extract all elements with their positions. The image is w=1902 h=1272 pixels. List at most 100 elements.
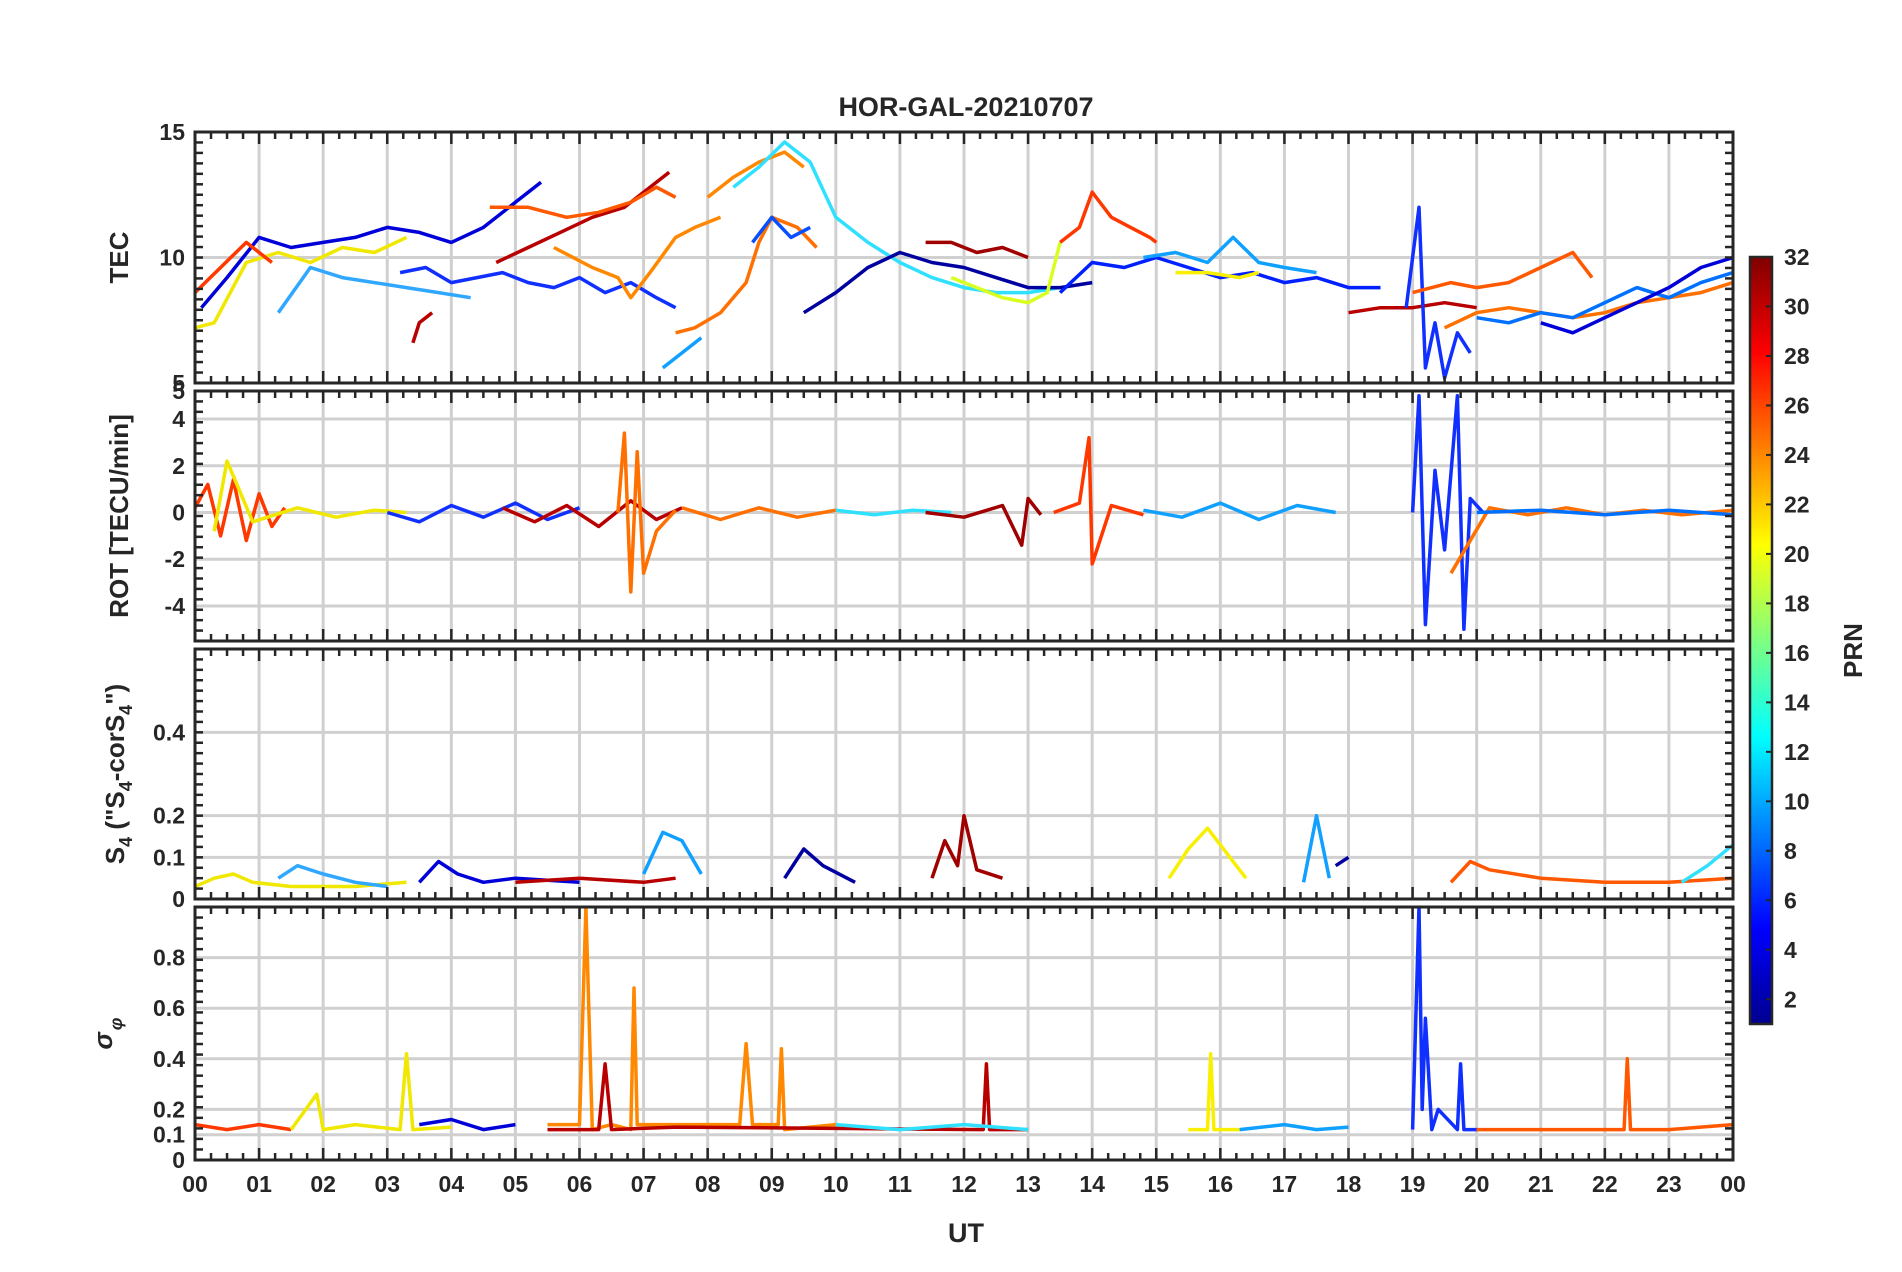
colorbar-tick-label: 10 (1784, 788, 1810, 814)
rot-series-prn-24 (616, 431, 677, 594)
tec-series-prn-5 (1404, 205, 1472, 380)
rot-ytick-label: 2 (172, 453, 185, 479)
s4-series-prn-3 (418, 859, 580, 885)
s4-ticks (195, 649, 1733, 899)
tec-series-prn-9 (661, 336, 703, 370)
rot-ytick-label: -4 (165, 593, 186, 619)
x-tick-label: 20 (1464, 1171, 1490, 1197)
x-tick-label: 00 (1720, 1171, 1746, 1197)
tec-series-prn-24 (1443, 280, 1733, 330)
sigma-series-prn-5 (1410, 907, 1477, 1132)
tec-series-prn-8 (276, 265, 471, 314)
tec-series-prn-6 (751, 215, 812, 244)
tec-ticks (195, 132, 1733, 383)
tec-grid (195, 132, 1733, 383)
colorbar-tick-label: 18 (1784, 590, 1810, 616)
x-tick-label: 12 (951, 1171, 977, 1197)
colorbar-frame (1748, 255, 1774, 1026)
sigma-series-prn-23 (547, 907, 836, 1132)
sigma-series-prn-27 (195, 1122, 292, 1132)
rot-ticks (195, 391, 1733, 641)
s4-grid (195, 649, 1733, 899)
rot-ytick-label: -2 (165, 546, 185, 572)
x-tick-label: 00 (182, 1171, 208, 1197)
x-tick-label: 01 (246, 1171, 272, 1197)
colorbar-tick-label: 16 (1784, 640, 1810, 666)
tec-series-prn-24 (675, 215, 818, 335)
tec-series-prn-19 (950, 241, 1062, 305)
s4-ytick-label: 0 (172, 886, 185, 912)
rot-series-prn-27 (1053, 435, 1144, 566)
colorbar-tick-label: 30 (1784, 293, 1810, 319)
rot-series-prn-7 (1476, 508, 1733, 517)
rot-ytick-label: 5 (172, 378, 185, 404)
colorbar-tick-label: 4 (1784, 937, 1797, 963)
rot-series-prn-31 (925, 496, 1043, 547)
colorbar-tick-label: 14 (1784, 689, 1810, 715)
s4-series-prn-20 (1167, 826, 1248, 880)
x-tick-label: 10 (823, 1171, 849, 1197)
tec-series-prn-4 (1058, 255, 1381, 294)
x-tick-label: 03 (374, 1171, 400, 1197)
sigma-ticks (195, 907, 1733, 1160)
tec-series-group (195, 140, 1733, 380)
sigma-ytick-label: 0.8 (153, 945, 185, 971)
rot-series-prn-9 (1143, 501, 1337, 522)
s4-series-group (195, 813, 1733, 889)
tec-series-prn-23 (706, 150, 805, 199)
x-tick-label: 18 (1336, 1171, 1362, 1197)
tec-series-prn-2 (802, 250, 1093, 315)
s4-series-prn-31 (930, 813, 1004, 880)
tec-series-prn-3 (1540, 255, 1733, 335)
x-tick-label: 17 (1272, 1171, 1298, 1197)
x-tick-label: 04 (439, 1171, 465, 1197)
tec-series-prn-23 (553, 215, 722, 300)
s4-series-prn-9 (1301, 813, 1332, 883)
rot-series-prn-21 (212, 459, 407, 532)
x-tick-label: 06 (567, 1171, 593, 1197)
sigma-ytick-label: 0.2 (153, 1096, 185, 1122)
sigma-ytick-label: 0.6 (153, 995, 185, 1021)
s4-series-prn-2 (1334, 855, 1350, 868)
tec-series-prn-30 (411, 311, 434, 344)
x-tick-label: 15 (1143, 1171, 1169, 1197)
colorbar-tick-label: 24 (1784, 442, 1810, 468)
tec-ytick-label: 15 (159, 119, 185, 145)
panel-rot: -4 -2 0 2 45 ROT [TECU/min] (104, 378, 1735, 643)
colorbar-tick-label: 20 (1784, 541, 1810, 567)
x-tick-label: 09 (759, 1171, 785, 1197)
sigma-series-prn-26 (1476, 1057, 1733, 1132)
s4-series-prn-30 (515, 876, 676, 885)
tec-ytick-label: 5 (172, 370, 185, 396)
sigma-ytick-label: 0 (172, 1147, 185, 1173)
sigma-y-axis-label: σφ (88, 1017, 126, 1049)
panel-s4: 0 0.1 0.2 0.4 S4 ("S4-corS4") (100, 647, 1735, 912)
colorbar-tick-label: 22 (1784, 491, 1810, 517)
sigma-series-prn-30 (547, 1062, 1029, 1132)
x-tick-label: 23 (1656, 1171, 1682, 1197)
s4-series-prn-8 (277, 863, 388, 889)
x-tick-label: 05 (503, 1171, 529, 1197)
sigma-series-prn-3 (419, 1117, 516, 1132)
tec-y-axis-label: TEC (104, 231, 134, 283)
s4-ytick-label: 0.1 (153, 844, 185, 870)
colorbar-label: PRN (1838, 623, 1868, 678)
tec-series-prn-5 (399, 265, 677, 310)
colorbar-tick-label: 6 (1784, 887, 1797, 913)
rot-series-group (195, 393, 1733, 632)
tec-series-prn-31 (925, 240, 1029, 260)
x-tick-label: 11 (888, 1171, 913, 1197)
tec-series-prn-30 (1348, 300, 1477, 315)
sigma-series-group (195, 907, 1733, 1132)
x-tick-label: 13 (1015, 1171, 1041, 1197)
x-axis: 00 01 02 03 04 05 06 07 08 09 10 11 12 13 14 15 16 17 18 19… (182, 1171, 1746, 1197)
colorbar-tick-label: 12 (1784, 739, 1810, 765)
x-tick-label: 16 (1208, 1171, 1234, 1197)
s4-series-prn-2 (783, 847, 856, 884)
tec-series-prn-26 (489, 185, 677, 220)
sigma-ytick-label: 0.1 (153, 1122, 185, 1148)
colorbar-tick-label: 26 (1784, 392, 1810, 418)
s4-ytick-label: 0.2 (153, 803, 185, 829)
rot-series-prn-30 (501, 499, 683, 529)
